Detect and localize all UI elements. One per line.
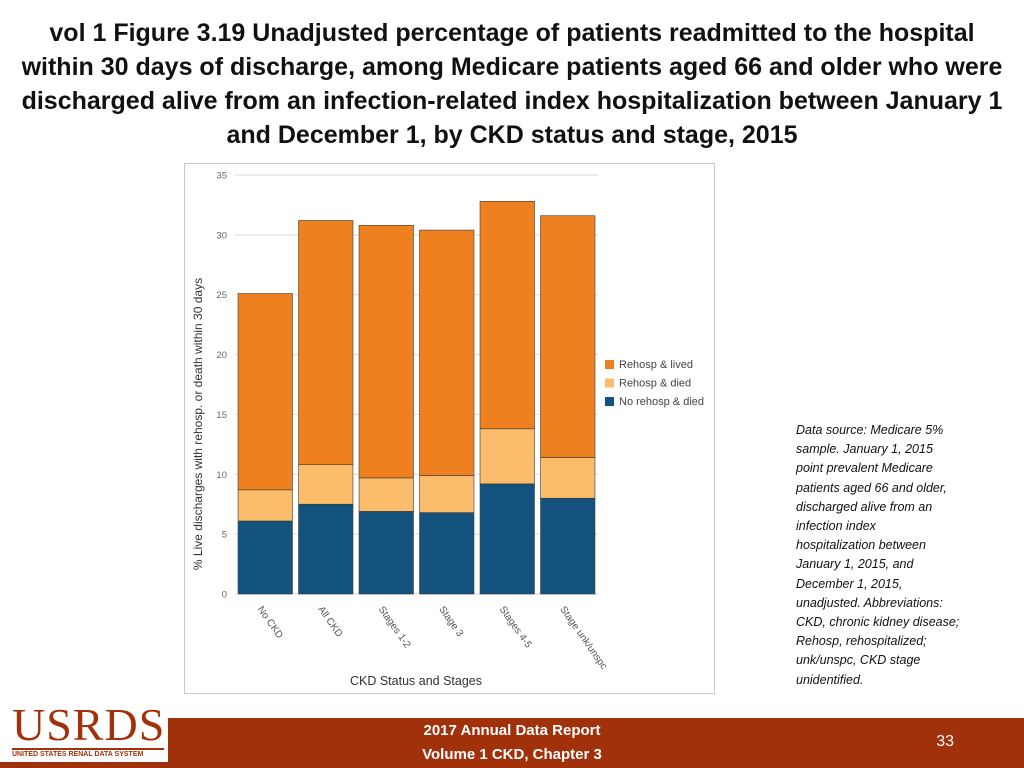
x-axis-label: CKD Status and Stages	[350, 674, 482, 688]
note-line: January 1, 2015, and	[796, 557, 914, 572]
bar-segment	[419, 475, 475, 513]
note-line: point prevalent Medicare	[796, 461, 933, 476]
footer-volume: Volume 1 CKD, Chapter 3	[422, 746, 602, 763]
x-tick-labels: No CKD All CKD Stages 1-2 Stage 3 Stages 4-5…	[255, 604, 609, 671]
stacked-bar-chart: 0 5 10 15 20 25 30 35 No CKD All CKD Stages 1-2 St…	[191, 171, 704, 689]
bar-segment	[419, 512, 475, 595]
x-tick-label: No CKD	[255, 604, 285, 640]
legend-label: No rehosp & died	[619, 396, 704, 408]
x-tick-label: Stage unk/unspc	[557, 604, 609, 671]
note-line: hospitalization between	[796, 538, 926, 553]
legend-label: Rehosp & lived	[619, 359, 693, 371]
y-tick-labels: 0 5 10 15 20 25 30 35	[216, 171, 227, 601]
page-number: 33	[936, 733, 954, 750]
bar-segment	[298, 464, 354, 505]
bar-segment	[237, 489, 293, 522]
bar-segment	[298, 503, 354, 595]
x-tick-label: All CKD	[315, 604, 344, 639]
note-line: CKD, chronic kidney disease;	[796, 615, 960, 630]
footer-bar	[0, 718, 1024, 768]
usrds-logo: USRDS UNITED STATES RENAL DATA SYSTEM	[0, 700, 168, 762]
note-line: unk/unspc, CKD stage	[796, 653, 921, 668]
note-line: sample. January 1, 2015	[796, 442, 933, 457]
note-line: unadjusted. Abbreviations:	[796, 595, 943, 610]
y-tick-label: 30	[216, 230, 227, 241]
bar-segment	[479, 483, 535, 595]
legend: Rehosp & lived Rehosp & died No rehosp & d…	[605, 359, 704, 408]
bar-segment	[540, 497, 596, 595]
footer-report-title: 2017 Annual Data Report	[423, 722, 601, 739]
note-line: Data source: Medicare 5%	[796, 423, 944, 437]
y-tick-label: 10	[216, 470, 227, 481]
bar-segment	[419, 229, 475, 476]
y-axis-label: % Live discharges with rehosp. or death …	[191, 278, 205, 570]
y-tick-label: 20	[216, 350, 227, 361]
y-tick-label: 15	[216, 410, 227, 421]
grid-lines	[235, 174, 598, 595]
legend-swatch	[605, 397, 614, 406]
logo-subtitle: UNITED STATES RENAL DATA SYSTEM	[12, 748, 164, 758]
legend-swatch	[605, 360, 614, 369]
bars	[237, 201, 596, 595]
bar-segment	[358, 477, 414, 512]
bar-segment	[237, 520, 293, 595]
x-tick-label: Stage 3	[436, 604, 465, 639]
y-tick-label: 25	[216, 290, 227, 301]
bar-segment	[237, 293, 293, 491]
chart-frame: 0 5 10 15 20 25 30 35 No CKD All CKD Stages 1-2 St…	[184, 163, 715, 694]
note-line: Rehosp, rehospitalized;	[796, 634, 927, 649]
y-tick-label: 5	[222, 530, 227, 541]
legend-label: Rehosp & died	[619, 378, 691, 390]
bar-segment	[540, 215, 596, 458]
bar-segment	[358, 224, 414, 479]
x-tick-label: Stages 1-2	[376, 604, 413, 650]
y-tick-label: 35	[216, 171, 227, 182]
bar-segment	[540, 457, 596, 499]
logo-wordmark: USRDS	[12, 699, 166, 750]
note-line: infection index	[796, 519, 876, 534]
note-line: unidentified.	[796, 672, 864, 687]
bar-segment	[479, 201, 535, 430]
footer-caption: 2017 Annual Data Report Volume 1 CKD, Ch…	[0, 719, 1024, 767]
data-source-note: Data source: Medicare 5% sample. January…	[796, 421, 986, 690]
note-line: patients aged 66 and older,	[796, 480, 947, 495]
slide-title: vol 1 Figure 3.19 Unadjusted percentage …	[21, 19, 1003, 149]
bar-segment	[358, 511, 414, 595]
x-tick-label: Stages 4-5	[497, 604, 534, 650]
legend-swatch	[605, 378, 614, 388]
y-tick-label: 0	[222, 590, 227, 601]
note-line: discharged alive from an	[796, 499, 933, 514]
bar-segment	[298, 220, 354, 466]
bar-segment	[479, 428, 535, 485]
note-line: December 1, 2015,	[796, 576, 903, 591]
